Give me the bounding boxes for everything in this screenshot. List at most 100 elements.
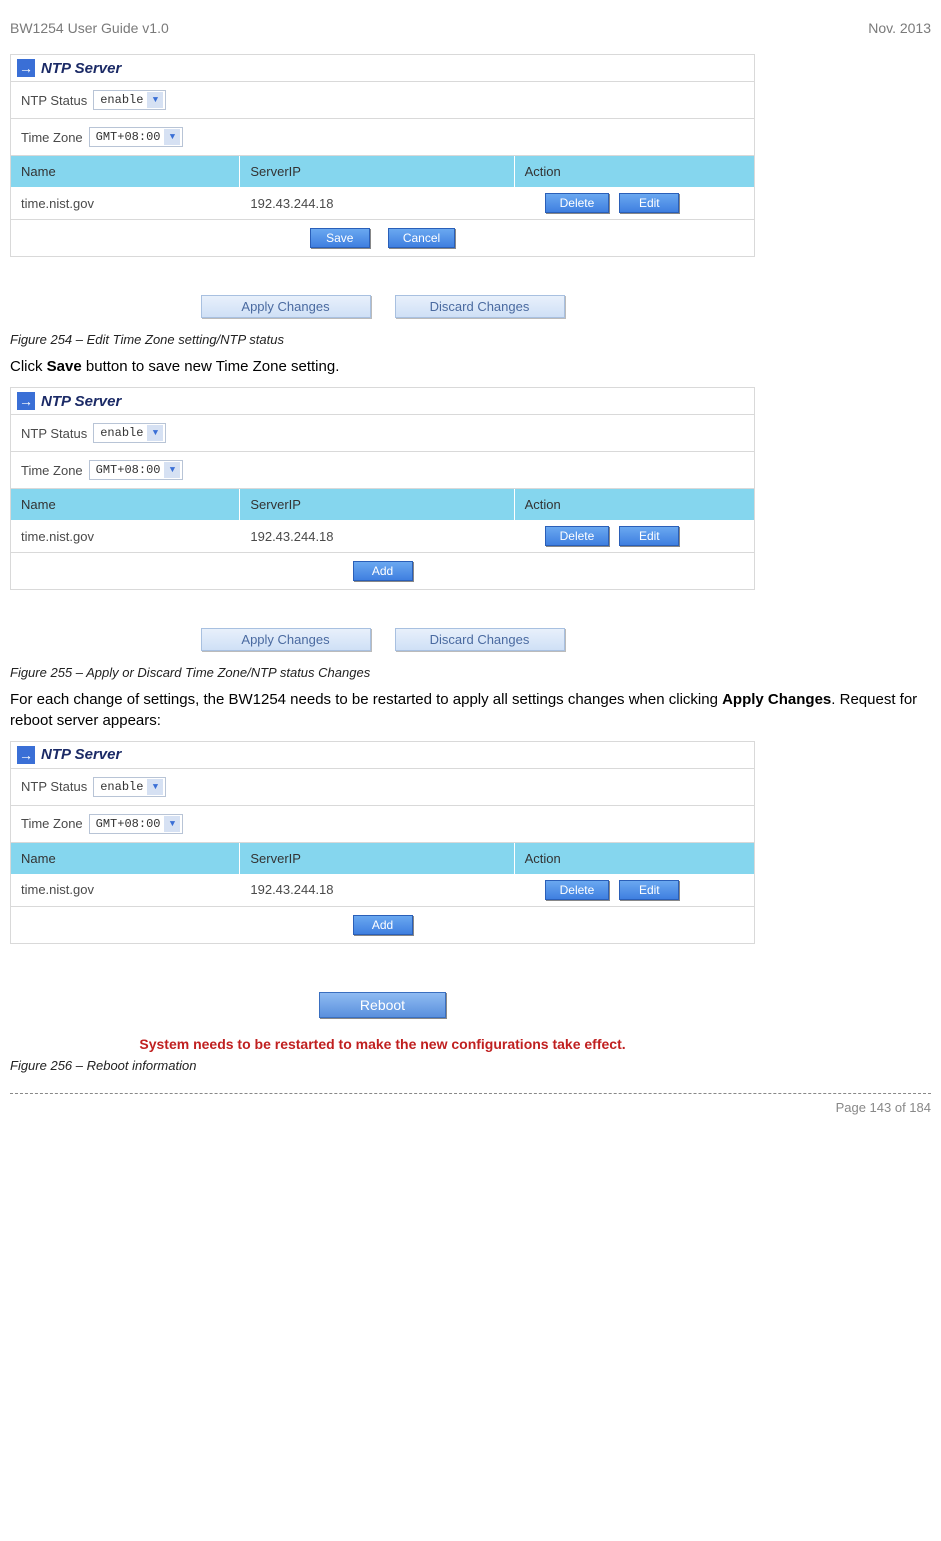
row-actions: Delete Edit — [515, 874, 754, 906]
col-action: Action — [515, 156, 754, 187]
ntp-status-row: NTP Status enable ▼ — [11, 415, 754, 452]
ntp-status-select[interactable]: enable ▼ — [93, 777, 166, 797]
timezone-label: Time Zone — [21, 130, 83, 145]
collapse-icon[interactable]: → — [17, 392, 35, 410]
panel-title: NTP Server — [41, 60, 121, 77]
row-actions: Delete Edit — [515, 187, 754, 219]
table-header: Name ServerIP Action — [11, 843, 754, 874]
ntp-status-value: enable — [100, 426, 143, 440]
apply-changes-button[interactable]: Apply Changes — [201, 628, 371, 651]
edit-button[interactable]: Edit — [619, 526, 679, 546]
panel-footer: Add — [11, 907, 754, 943]
table-row: time.nist.gov 192.43.244.18 Delete Edit — [11, 520, 754, 553]
chevron-down-icon: ▼ — [147, 779, 163, 795]
row-ip: 192.43.244.18 — [240, 188, 514, 219]
chevron-down-icon: ▼ — [164, 462, 180, 478]
collapse-icon[interactable]: → — [17, 59, 35, 77]
text-bold: Apply Changes — [722, 691, 831, 708]
ntp-status-value: enable — [100, 93, 143, 107]
panel-title: NTP Server — [41, 746, 121, 763]
panel-title-row: → NTP Server — [11, 388, 754, 415]
table-header: Name ServerIP Action — [11, 489, 754, 520]
figure-254-caption: Figure 254 – Edit Time Zone setting/NTP … — [10, 332, 931, 347]
timezone-select[interactable]: GMT+08:00 ▼ — [89, 460, 184, 480]
timezone-row: Time Zone GMT+08:00 ▼ — [11, 806, 754, 843]
edit-button[interactable]: Edit — [619, 193, 679, 213]
collapse-icon[interactable]: → — [17, 746, 35, 764]
ntp-panel-add: → NTP Server NTP Status enable ▼ Time Zo… — [10, 387, 755, 590]
ntp-status-label: NTP Status — [21, 779, 87, 794]
apply-changes-button[interactable]: Apply Changes — [201, 295, 371, 318]
apply-bar-2: Apply Changes Discard Changes — [10, 628, 755, 651]
apply-instruction: For each change of settings, the BW1254 … — [10, 690, 931, 731]
ntp-status-label: NTP Status — [21, 426, 87, 441]
reboot-block: Reboot — [10, 982, 755, 1036]
chevron-down-icon: ▼ — [164, 816, 180, 832]
ntp-panel-edit: → NTP Server NTP Status enable ▼ Time Zo… — [10, 54, 755, 257]
timezone-value: GMT+08:00 — [96, 817, 161, 831]
ntp-status-row: NTP Status enable ▼ — [11, 769, 754, 806]
page-footer: Page 143 of 184 — [10, 1093, 931, 1115]
col-action: Action — [515, 843, 754, 874]
chevron-down-icon: ▼ — [147, 425, 163, 441]
delete-button[interactable]: Delete — [545, 526, 610, 546]
col-ip: ServerIP — [240, 489, 514, 520]
apply-bar-1: Apply Changes Discard Changes — [10, 295, 755, 318]
text: For each change of settings, the BW1254 … — [10, 691, 722, 708]
cancel-button[interactable]: Cancel — [388, 228, 455, 248]
ntp-status-value: enable — [100, 780, 143, 794]
row-name: time.nist.gov — [11, 521, 240, 552]
row-actions: Delete Edit — [515, 520, 754, 552]
restart-warning: System needs to be restarted to make the… — [10, 1036, 755, 1052]
timezone-select[interactable]: GMT+08:00 ▼ — [89, 814, 184, 834]
panel-footer: Save Cancel — [11, 220, 754, 256]
timezone-value: GMT+08:00 — [96, 130, 161, 144]
save-button[interactable]: Save — [310, 228, 370, 248]
chevron-down-icon: ▼ — [164, 129, 180, 145]
ntp-panel-reboot: → NTP Server NTP Status enable ▼ Time Zo… — [10, 741, 755, 944]
table-row: time.nist.gov 192.43.244.18 Delete Edit — [11, 874, 754, 907]
discard-changes-button[interactable]: Discard Changes — [395, 628, 565, 651]
row-ip: 192.43.244.18 — [240, 521, 514, 552]
text-bold: Save — [47, 358, 82, 375]
panel-footer: Add — [11, 553, 754, 589]
save-instruction: Click Save button to save new Time Zone … — [10, 357, 931, 377]
reboot-button[interactable]: Reboot — [319, 992, 446, 1018]
text: Click — [10, 358, 47, 375]
delete-button[interactable]: Delete — [545, 193, 610, 213]
doc-date: Nov. 2013 — [868, 20, 931, 36]
col-name: Name — [11, 489, 240, 520]
add-button[interactable]: Add — [353, 561, 413, 581]
table-header: Name ServerIP Action — [11, 156, 754, 187]
figure-256-caption: Figure 256 – Reboot information — [10, 1058, 931, 1073]
ntp-status-select[interactable]: enable ▼ — [93, 423, 166, 443]
edit-button[interactable]: Edit — [619, 880, 679, 900]
row-name: time.nist.gov — [11, 188, 240, 219]
add-button[interactable]: Add — [353, 915, 413, 935]
chevron-down-icon: ▼ — [147, 92, 163, 108]
doc-title: BW1254 User Guide v1.0 — [10, 20, 169, 36]
delete-button[interactable]: Delete — [545, 880, 610, 900]
page-header: BW1254 User Guide v1.0 Nov. 2013 — [10, 20, 931, 36]
col-action: Action — [515, 489, 754, 520]
discard-changes-button[interactable]: Discard Changes — [395, 295, 565, 318]
col-ip: ServerIP — [240, 843, 514, 874]
row-name: time.nist.gov — [11, 874, 240, 905]
timezone-label: Time Zone — [21, 816, 83, 831]
col-name: Name — [11, 156, 240, 187]
table-row: time.nist.gov 192.43.244.18 Delete Edit — [11, 187, 754, 220]
ntp-status-select[interactable]: enable ▼ — [93, 90, 166, 110]
panel-title: NTP Server — [41, 393, 121, 410]
panel-title-row: → NTP Server — [11, 742, 754, 769]
text: button to save new Time Zone setting. — [82, 358, 340, 375]
col-name: Name — [11, 843, 240, 874]
timezone-label: Time Zone — [21, 463, 83, 478]
timezone-select[interactable]: GMT+08:00 ▼ — [89, 127, 184, 147]
col-ip: ServerIP — [240, 156, 514, 187]
timezone-row: Time Zone GMT+08:00 ▼ — [11, 119, 754, 156]
row-ip: 192.43.244.18 — [240, 874, 514, 905]
ntp-status-label: NTP Status — [21, 93, 87, 108]
timezone-row: Time Zone GMT+08:00 ▼ — [11, 452, 754, 489]
figure-255-caption: Figure 255 – Apply or Discard Time Zone/… — [10, 665, 931, 680]
panel-title-row: → NTP Server — [11, 55, 754, 82]
